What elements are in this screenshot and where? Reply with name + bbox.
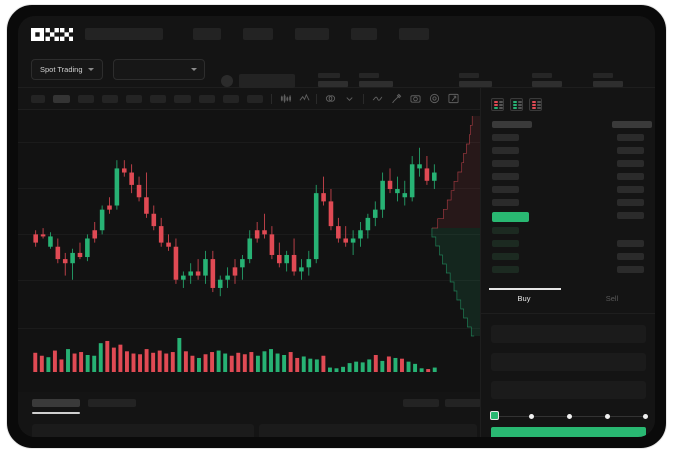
orderbook-ask-price-5[interactable] bbox=[492, 186, 519, 193]
compare-icon[interactable] bbox=[325, 93, 336, 104]
interval-4[interactable] bbox=[102, 94, 118, 103]
chevron-down-icon bbox=[191, 68, 197, 71]
orderbook-ask-amount-4[interactable] bbox=[617, 173, 644, 180]
orderbook-ask-amount-6[interactable] bbox=[617, 199, 644, 206]
nav-item-4[interactable] bbox=[295, 28, 329, 40]
nav-item-1[interactable] bbox=[85, 28, 163, 40]
orderbook-header-price bbox=[492, 121, 532, 128]
orderbook-bid-amount-3[interactable] bbox=[617, 253, 644, 260]
order-form-tabs: Buy Sell bbox=[481, 288, 655, 314]
tab-buy[interactable]: Buy bbox=[517, 294, 531, 303]
indicators-icon[interactable] bbox=[299, 93, 310, 104]
orderbook-last-price[interactable] bbox=[492, 212, 529, 222]
okx-logo[interactable] bbox=[31, 27, 73, 41]
stat-volume-quote bbox=[593, 73, 623, 87]
tab-open-orders[interactable] bbox=[32, 399, 80, 407]
toolbar-divider bbox=[316, 93, 317, 104]
nav-item-5[interactable] bbox=[351, 28, 377, 40]
mode-selector-label: Spot Trading bbox=[40, 65, 83, 74]
action-hide-other-pairs[interactable] bbox=[403, 399, 439, 407]
interval-2[interactable] bbox=[53, 94, 70, 103]
orderbook-both-icon[interactable] bbox=[491, 98, 504, 111]
amount-slider-handle[interactable] bbox=[490, 411, 499, 420]
candlestick-chart-icon[interactable] bbox=[280, 93, 291, 104]
orderbook-ask-amount-3[interactable] bbox=[617, 160, 644, 167]
orderbook-bids-icon[interactable] bbox=[510, 98, 523, 111]
orderbook-bid-price-3[interactable] bbox=[492, 253, 519, 260]
action-cancel-all[interactable] bbox=[445, 399, 481, 407]
price-field[interactable] bbox=[491, 353, 646, 371]
orderbook-ask-price-3[interactable] bbox=[492, 160, 519, 167]
orders-panel bbox=[18, 392, 481, 437]
stat-volume-base bbox=[532, 73, 562, 87]
tab-sell[interactable]: Sell bbox=[605, 294, 619, 303]
amount-field[interactable] bbox=[491, 381, 646, 399]
nav-item-3[interactable] bbox=[243, 28, 273, 40]
orderbook-bid-price-4[interactable] bbox=[492, 266, 519, 273]
toolbar-divider bbox=[363, 93, 364, 104]
ticker-price bbox=[239, 74, 295, 88]
interval-9[interactable] bbox=[223, 94, 239, 103]
fullscreen-icon[interactable] bbox=[448, 93, 459, 104]
interval-10[interactable] bbox=[247, 94, 263, 103]
amount-slider-stop-100[interactable] bbox=[643, 414, 648, 419]
depth-chart-overlay bbox=[428, 110, 480, 342]
chevron-down-icon[interactable] bbox=[344, 93, 355, 104]
stat-low bbox=[459, 73, 492, 87]
line-chart-icon[interactable] bbox=[372, 93, 383, 104]
order-book-panel: Buy Sell bbox=[480, 88, 655, 437]
stat-high bbox=[359, 73, 393, 87]
orderbook-ask-price-2[interactable] bbox=[492, 147, 519, 154]
orderbook-ask-amount-5[interactable] bbox=[617, 186, 644, 193]
buy-tab-underline bbox=[489, 288, 561, 290]
orderbook-bid-price-2[interactable] bbox=[492, 240, 519, 247]
order-type-field[interactable] bbox=[491, 325, 646, 343]
interval-8[interactable] bbox=[199, 94, 215, 103]
amount-slider-stop-75[interactable] bbox=[605, 414, 610, 419]
price-chart[interactable] bbox=[18, 110, 480, 392]
orderbook-ask-price-6[interactable] bbox=[492, 199, 519, 206]
interval-5[interactable] bbox=[126, 94, 142, 103]
chevron-down-icon bbox=[87, 68, 94, 71]
nav-item-2[interactable] bbox=[193, 28, 221, 40]
amount-slider-stop-25[interactable] bbox=[529, 414, 534, 419]
mode-selector-spot-trading[interactable]: Spot Trading bbox=[31, 59, 103, 80]
tab-order-history[interactable] bbox=[88, 399, 136, 407]
panel-orders-list[interactable] bbox=[32, 424, 254, 437]
interval-3[interactable] bbox=[78, 94, 94, 103]
camera-icon[interactable] bbox=[410, 93, 421, 104]
device-frame: Spot Trading bbox=[6, 4, 667, 449]
settings-gear-icon[interactable] bbox=[429, 93, 440, 104]
interval-6[interactable] bbox=[150, 94, 166, 103]
orderbook-bid-price-1[interactable] bbox=[492, 227, 519, 234]
orderbook-ask-price-1[interactable] bbox=[492, 134, 519, 141]
chart-toolbar bbox=[18, 88, 655, 110]
orderbook-last-amount[interactable] bbox=[617, 212, 644, 219]
orderbook-ask-amount-1[interactable] bbox=[617, 134, 644, 141]
amount-slider-stop-50[interactable] bbox=[567, 414, 572, 419]
orderbook-ask-price-4[interactable] bbox=[492, 173, 519, 180]
orderbook-bid-amount-2[interactable] bbox=[617, 240, 644, 247]
tab-active-underline bbox=[32, 412, 80, 414]
trading-pair-select[interactable] bbox=[113, 59, 205, 80]
interval-7[interactable] bbox=[174, 94, 191, 103]
orderbook-bid-amount-4[interactable] bbox=[617, 266, 644, 273]
place-buy-order-button[interactable] bbox=[491, 427, 646, 437]
drawing-tools-icon[interactable] bbox=[391, 93, 402, 104]
ticker-bar: Spot Trading bbox=[18, 52, 655, 88]
stat-change bbox=[318, 73, 348, 87]
panel-assets-list[interactable] bbox=[259, 424, 477, 437]
app-header bbox=[18, 16, 655, 52]
toolbar-divider bbox=[271, 93, 272, 104]
volume-series bbox=[33, 338, 437, 372]
orderbook-asks-icon[interactable] bbox=[529, 98, 542, 111]
orderbook-header-amount bbox=[612, 121, 652, 128]
interval-1[interactable] bbox=[31, 94, 45, 103]
app-viewport: Spot Trading bbox=[18, 16, 655, 437]
candlestick-series bbox=[33, 147, 437, 297]
coin-avatar-icon bbox=[221, 75, 233, 87]
orderbook-ask-amount-2[interactable] bbox=[617, 147, 644, 154]
nav-item-6[interactable] bbox=[399, 28, 429, 40]
